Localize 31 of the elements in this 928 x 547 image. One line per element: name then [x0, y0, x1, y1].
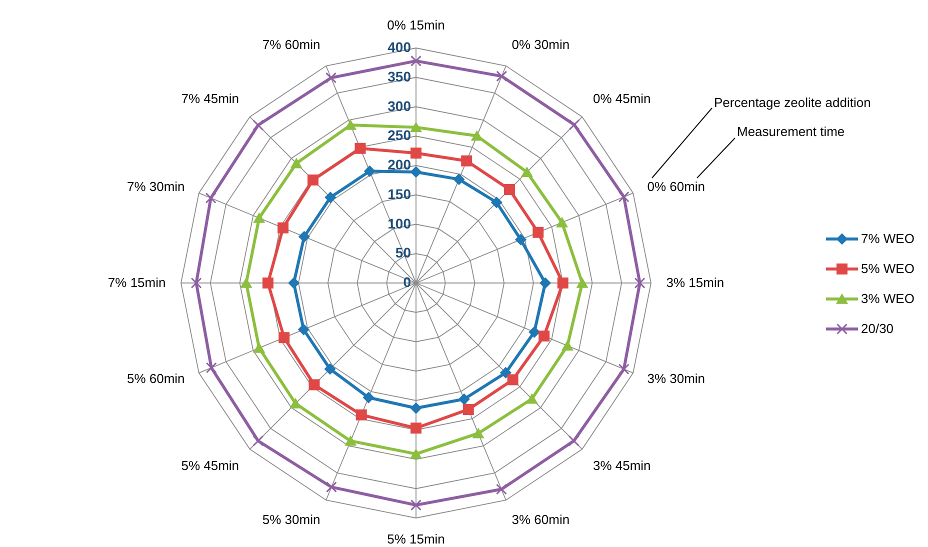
spoke-label: 7% 45min — [181, 91, 240, 106]
spoke-label: 3% 30min — [647, 370, 706, 386]
spoke-label: 5% 30min — [262, 512, 320, 528]
y-tick-label: 200 — [388, 156, 412, 172]
legend-label: 7% WEO — [861, 231, 914, 246]
y-tick-label: 400 — [388, 39, 412, 55]
spoke-label: 0% 60min — [647, 179, 706, 194]
y-tick-label: 0 — [403, 274, 412, 290]
y-tick-label: 100 — [388, 215, 412, 232]
y-tick-label: 250 — [388, 127, 412, 144]
spoke-label: 3% 45min — [592, 458, 651, 473]
spoke-label: 7% 15min — [108, 275, 166, 290]
legend-label: 20/30 — [861, 321, 894, 336]
y-tick-label: 50 — [395, 244, 412, 261]
legend-label: 3% WEO — [861, 291, 914, 306]
spoke-label: 0% 15min — [387, 18, 445, 33]
spoke-label: 7% 60min — [262, 36, 320, 52]
y-tick-label: 300 — [388, 98, 412, 114]
y-tick-label: 350 — [388, 68, 412, 84]
y-tick-label: 150 — [388, 186, 412, 202]
text: Measurement time — [737, 124, 845, 139]
legend-label: 5% WEO — [861, 261, 914, 276]
spoke-label: 5% 60min — [126, 370, 185, 386]
spoke-label: 7% 30min — [126, 179, 185, 194]
spoke-label: 5% 15min — [387, 531, 445, 546]
spoke-label: 3% 15min — [666, 275, 724, 290]
text: Percentage zeolite addition — [714, 95, 871, 110]
spoke-label: 0% 45min — [592, 91, 651, 106]
spoke-label: 5% 45min — [181, 458, 240, 473]
spoke-label: 3% 60min — [512, 512, 570, 528]
spoke-label: 0% 30min — [512, 36, 570, 52]
